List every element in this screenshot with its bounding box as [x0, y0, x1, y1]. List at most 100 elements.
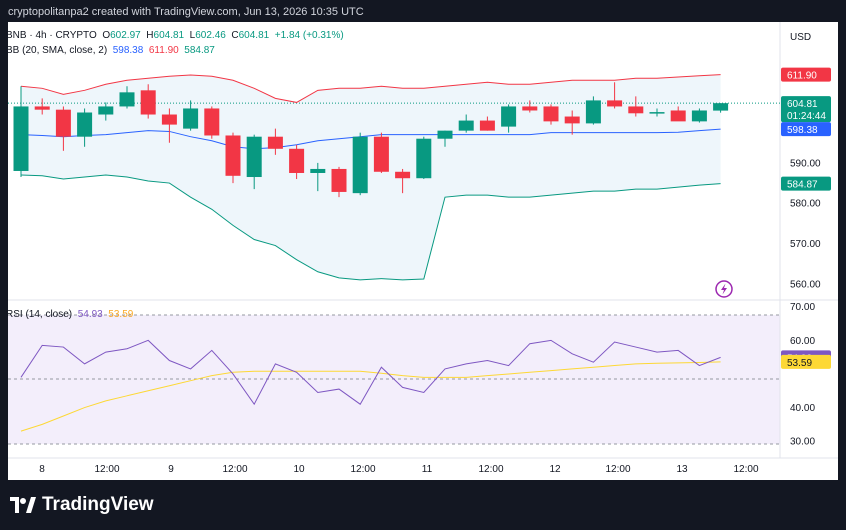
candle-body — [373, 136, 389, 172]
open-value: 602.97 — [110, 30, 141, 41]
bb-lower-line — [20, 174, 721, 281]
candle-body — [310, 168, 326, 173]
rsi-title[interactable]: RSI (14, close) — [6, 309, 73, 320]
candle[interactable] — [204, 106, 220, 139]
low-label: L — [189, 30, 196, 41]
time-tick-label: 12:00 — [733, 464, 758, 475]
bb-lower-badge-text: 584.87 — [787, 180, 818, 191]
candle[interactable] — [670, 106, 686, 122]
candle[interactable] — [34, 98, 50, 115]
candle[interactable] — [140, 84, 156, 119]
candle[interactable] — [77, 108, 93, 147]
change-value: +1.84 (+0.31%) — [274, 30, 344, 41]
candle-body — [649, 112, 665, 114]
bb-lower-badge: 584.87 — [781, 176, 831, 191]
candle-body — [352, 136, 368, 194]
time-tick-label: 12:00 — [222, 464, 247, 475]
time-axis-ticks[interactable]: 8 12:00 9 12:00 10 12:00 11 12:00 12 12:00 13 12:00 — [39, 464, 759, 475]
time-tick-label: 8 — [39, 464, 45, 475]
candle-body — [183, 108, 199, 129]
candle-body — [34, 106, 50, 110]
chart-svg[interactable]: 590.00 580.00 570.00 560.00 70.00 60.00 40.00… — [0, 0, 846, 480]
time-tick-label: 12:00 — [350, 464, 375, 475]
symbol-label[interactable]: BNB · 4h · CRYPTO — [6, 30, 97, 41]
high-value: 604.81 — [153, 30, 185, 41]
candle-body — [119, 92, 135, 107]
candle[interactable] — [437, 130, 453, 147]
bb-upper-value: 611.90 — [148, 45, 179, 56]
candle[interactable] — [55, 106, 71, 151]
bb-upper-badge-text: 611.90 — [787, 71, 817, 82]
price-tick-label: 570.00 — [790, 239, 821, 250]
candle[interactable] — [607, 82, 623, 109]
axis-badges: 611.90604.8101:24:44598.38584.8754.9353.… — [781, 67, 831, 369]
candle[interactable] — [522, 100, 538, 113]
low-value: 602.46 — [195, 30, 226, 41]
rsi-legend: RSI (14, close) 54.93 53.59 — [6, 309, 133, 320]
candle[interactable] — [119, 86, 135, 109]
price-axis-ticks[interactable]: 590.00 580.00 570.00 560.00 — [790, 158, 821, 290]
candle[interactable] — [161, 108, 177, 143]
candle-body — [713, 103, 729, 111]
bb-upper-badge: 611.90 — [781, 67, 831, 82]
rsi-tick-label: 60.00 — [790, 336, 815, 347]
candle[interactable] — [395, 168, 411, 194]
candle-body — [225, 135, 241, 176]
bb-title[interactable]: BB (20, SMA, close, 2) — [6, 45, 108, 56]
candle-body — [670, 110, 686, 122]
candle[interactable] — [713, 103, 729, 113]
close-value: 604.81 — [238, 30, 270, 41]
bb-basis-line — [20, 128, 721, 150]
candle-body — [416, 138, 432, 179]
candle[interactable] — [543, 104, 559, 125]
candle[interactable] — [585, 96, 601, 125]
rsi-lines — [20, 339, 721, 432]
bb-upper-line — [20, 74, 721, 103]
candles[interactable] — [13, 82, 729, 198]
candle[interactable] — [98, 102, 114, 121]
bb-lower-value: 584.87 — [184, 45, 215, 56]
candle[interactable] — [691, 108, 707, 123]
candle-body — [98, 106, 114, 115]
candle[interactable] — [416, 136, 432, 180]
candle-body — [628, 106, 644, 114]
current-price-badge-text: 604.81 — [787, 99, 818, 110]
candle[interactable] — [310, 162, 326, 192]
candle[interactable] — [183, 100, 199, 131]
candle[interactable] — [373, 132, 389, 173]
tradingview-logo[interactable]: TradingView — [10, 494, 154, 516]
time-tick-label: 11 — [422, 464, 433, 475]
price-legend: BNB · 4h · CRYPTO O602.97 H604.81 L602.4… — [6, 30, 344, 41]
time-tick-label: 12:00 — [478, 464, 503, 475]
rsi-value: 54.93 — [77, 309, 103, 320]
tradingview-logo-icon — [10, 496, 36, 513]
candle[interactable] — [246, 134, 262, 190]
candle[interactable] — [289, 144, 305, 180]
candle[interactable] — [13, 86, 29, 178]
bb-legend: BB (20, SMA, close, 2) 598.38 611.90 584… — [6, 45, 215, 56]
rsi-line — [20, 339, 721, 406]
candle[interactable] — [267, 128, 283, 155]
candle-body — [13, 106, 29, 171]
candle[interactable] — [458, 114, 474, 133]
candle-body — [204, 108, 220, 136]
rsi-axis-ticks[interactable]: 70.00 60.00 40.00 30.00 — [790, 302, 815, 447]
price-tick-label: 560.00 — [790, 279, 821, 290]
candle[interactable] — [628, 96, 644, 117]
candle-body — [522, 106, 538, 111]
candle[interactable] — [225, 132, 241, 184]
candle[interactable] — [649, 108, 665, 117]
candle[interactable] — [331, 166, 347, 198]
candle[interactable] — [352, 132, 368, 196]
bollinger-band-lines — [20, 74, 721, 281]
candle-body — [331, 168, 347, 192]
time-tick-label: 10 — [293, 464, 305, 475]
time-tick-label: 13 — [676, 464, 688, 475]
currency-label: USD — [790, 32, 811, 43]
time-tick-label: 9 — [168, 464, 174, 475]
lightning-icon[interactable] — [715, 280, 733, 298]
time-tick-label: 12 — [549, 464, 561, 475]
candle[interactable] — [564, 110, 580, 135]
candle[interactable] — [501, 104, 517, 133]
candle[interactable] — [479, 116, 495, 131]
